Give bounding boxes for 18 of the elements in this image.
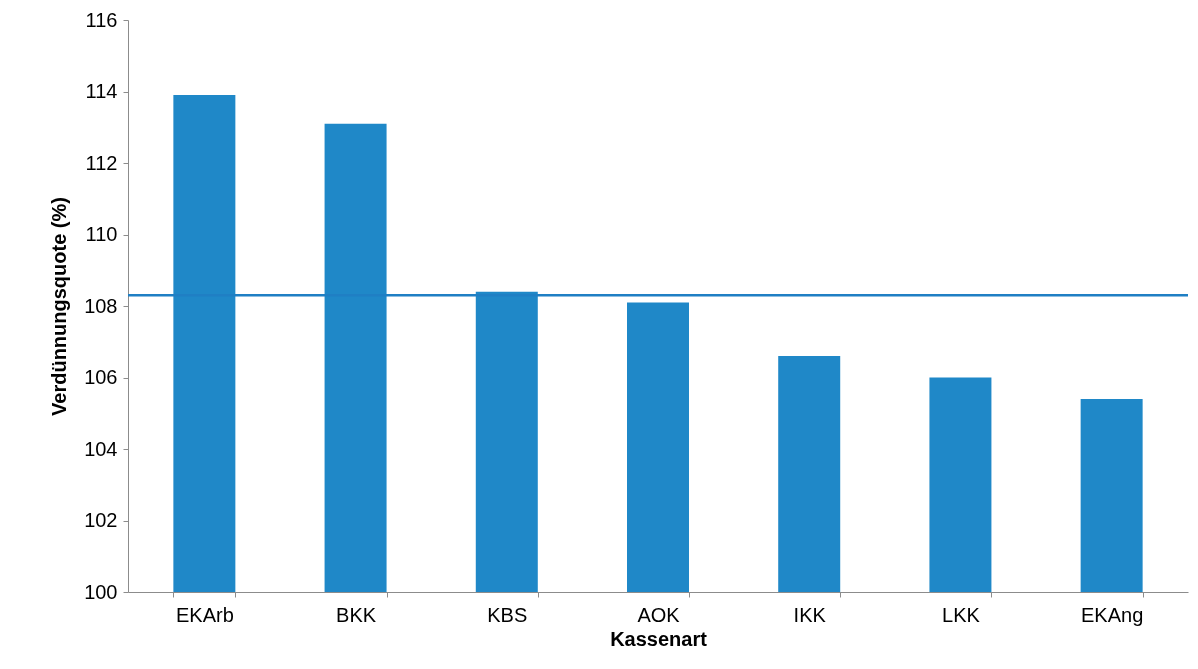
y-tick-label: 108 — [84, 294, 118, 317]
y-tick-label: 112 — [85, 151, 118, 174]
x-axis-title: Kassenart — [610, 627, 708, 650]
x-tick-label: EKArb — [175, 603, 234, 626]
x-tick-label: LKK — [942, 603, 981, 626]
y-tick-label: 116 — [85, 8, 118, 31]
y-axis-title: Verdünnungsquote (%) — [48, 197, 71, 416]
y-tick-label: 110 — [85, 223, 118, 245]
y-tick-label: 100 — [84, 580, 118, 603]
x-tick-label: KBS — [487, 603, 528, 626]
y-tick-label: 106 — [84, 366, 118, 388]
y-tick-label: 114 — [85, 80, 118, 102]
x-tick-label: IKK — [793, 603, 827, 626]
y-tick-label: 104 — [84, 437, 118, 460]
x-tick-label: AOK — [637, 603, 681, 626]
y-tick-label: 102 — [84, 509, 118, 531]
x-tick-label: EKAng — [1081, 603, 1144, 626]
x-tick-label: BKK — [336, 603, 377, 626]
